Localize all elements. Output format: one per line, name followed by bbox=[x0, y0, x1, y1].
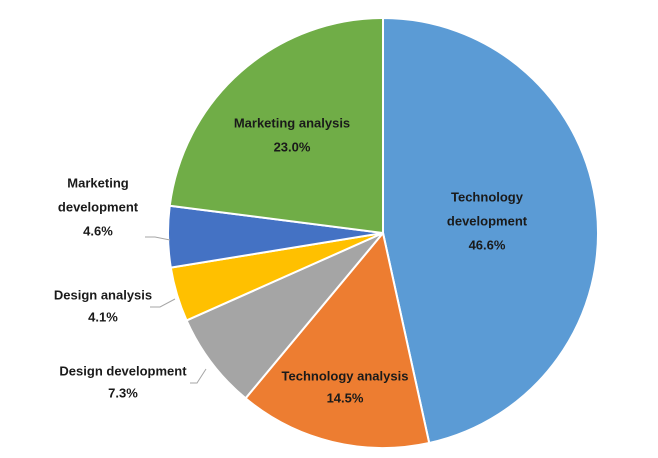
data-label-design-analysis: Design analysis 4.1% bbox=[54, 287, 152, 324]
data-label-name: development bbox=[58, 199, 139, 214]
data-labels: Technology development 46.6% Technology ana… bbox=[54, 115, 528, 405]
leader-lines bbox=[145, 236, 207, 384]
data-label-value: 23.0% bbox=[274, 139, 311, 154]
pie-slice-technology-analysis bbox=[244, 230, 431, 449]
data-label-name: Technology bbox=[451, 189, 524, 204]
data-label-value: 7.3% bbox=[108, 385, 138, 400]
data-label-name: Marketing bbox=[67, 175, 128, 190]
data-label-name: Technology analysis bbox=[282, 368, 409, 383]
data-label-value: 4.1% bbox=[88, 309, 118, 324]
data-label-value: 46.6% bbox=[469, 237, 506, 252]
leader-line-design-analysis bbox=[150, 298, 176, 308]
data-label-marketing-analysis: Marketing analysis 23.0% bbox=[234, 115, 350, 154]
pie-slice-marketing-analysis bbox=[168, 16, 384, 235]
pie-slice-technology-development bbox=[382, 16, 600, 445]
data-label-name: Marketing analysis bbox=[234, 115, 350, 130]
pie-slice-design-development bbox=[185, 232, 384, 400]
data-label-name: Design analysis bbox=[54, 287, 152, 302]
data-label-technology-development: Technology development 46.6% bbox=[447, 189, 528, 252]
leader-line-design-development bbox=[190, 368, 207, 384]
data-label-name: development bbox=[447, 213, 528, 228]
data-label-marketing-development: Marketing development 4.6% bbox=[58, 175, 139, 238]
data-label-technology-analysis: Technology analysis 14.5% bbox=[282, 368, 409, 405]
pie-slices bbox=[167, 16, 600, 449]
leader-line-marketing-development bbox=[145, 236, 171, 241]
data-label-name: Design development bbox=[59, 363, 187, 378]
data-label-value: 14.5% bbox=[327, 390, 364, 405]
data-label-design-development: Design development 7.3% bbox=[59, 363, 187, 400]
data-label-value: 4.6% bbox=[83, 223, 113, 238]
